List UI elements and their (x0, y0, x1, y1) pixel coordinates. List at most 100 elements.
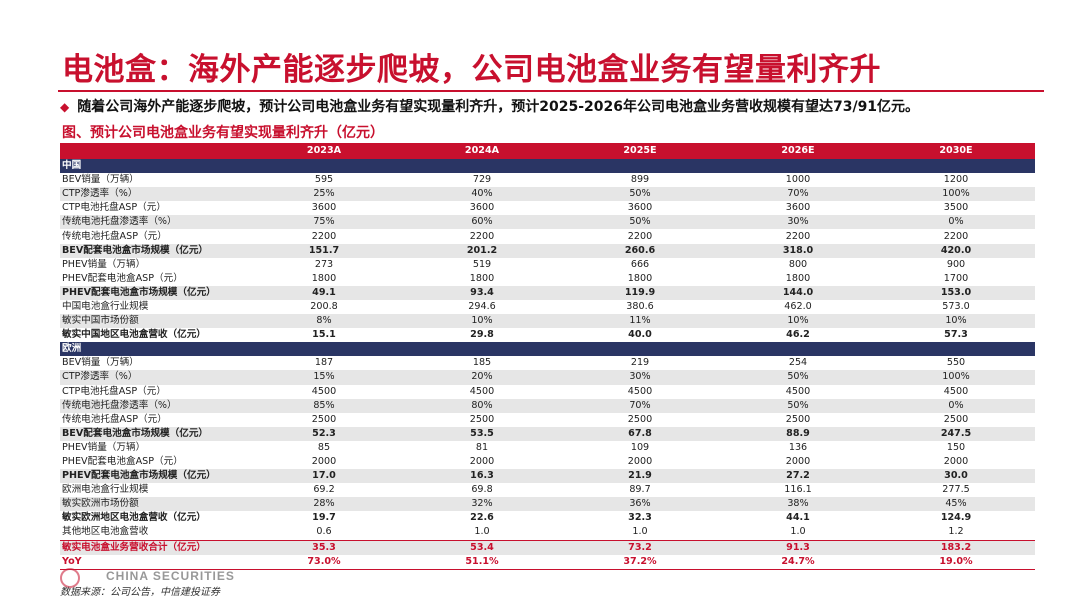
value-cell: 1.0 (632, 526, 648, 538)
value-cell: 277.5 (942, 484, 970, 496)
value-cell: 3600 (311, 202, 337, 214)
value-cell: 81 (475, 441, 489, 453)
value-cell: 899 (630, 174, 650, 186)
value-cell: 57.3 (944, 329, 968, 341)
value-cell: 2200 (627, 230, 653, 242)
value-cell: 2200 (785, 230, 811, 242)
value-cell: 2500 (943, 413, 969, 425)
value-cell: 4500 (627, 385, 653, 397)
value-cell: 595 (314, 174, 334, 186)
value-cell: 2000 (469, 456, 495, 468)
value-cell: 28% (245, 497, 403, 512)
value-cell: 0% (877, 398, 1035, 413)
table-row: PHEV销量（万辆） 273 519 666 800 900 (60, 258, 1035, 272)
value-cell: 3500 (943, 202, 969, 214)
table-row: 敏实中国地区电池盒营收（亿元） 15.1 29.8 40.0 46.2 57.3 (60, 328, 1035, 342)
row-label: BEV配套电池盒市场规模（亿元） (60, 243, 245, 258)
table-row: BEV销量（万辆） 595 729 899 1000 1200 (60, 173, 1035, 187)
value-cell: 2500 (627, 413, 653, 425)
value-cell: 2000 (627, 456, 653, 468)
header-2026e: 2026E (719, 143, 877, 159)
row-label: 中国电池盒行业规模 (62, 300, 149, 312)
value-cell: 27.2 (719, 469, 877, 484)
value-cell: 10% (403, 314, 561, 329)
table-row: BEV销量（万辆） 187 185 219 254 550 (60, 356, 1035, 370)
value-cell: 247.5 (877, 426, 1035, 441)
value-cell: 22.6 (470, 512, 494, 524)
value-cell: 16.3 (403, 469, 561, 484)
value-cell: 187 (314, 357, 334, 369)
value-cell: 1.2 (948, 526, 964, 538)
value-cell: 44.1 (786, 512, 810, 524)
value-cell: 19.7 (312, 512, 336, 524)
value-cell: 1.0 (474, 526, 490, 538)
value-cell: 10% (719, 314, 877, 329)
value-cell: 1800 (311, 272, 337, 284)
value-cell: 420.0 (877, 243, 1035, 258)
value-cell: 38% (719, 497, 877, 512)
value-cell: 573.0 (942, 300, 970, 312)
value-cell: 50% (719, 370, 877, 385)
table-row: CTP渗透率（%） 15% 20% 30% 50% 100% (60, 370, 1035, 385)
row-label: 敏实电池盒业务营收合计（亿元） (60, 539, 245, 555)
value-cell: 60% (403, 215, 561, 230)
value-cell: 260.6 (561, 243, 719, 258)
value-cell: 67.8 (561, 426, 719, 441)
value-cell: 3600 (469, 202, 495, 214)
row-label: 敏实欧洲市场份额 (60, 497, 245, 512)
value-cell: 1700 (943, 272, 969, 284)
table-row: YoY 73.0% 51.1% 37.2% 24.7% 19.0% (60, 554, 1035, 570)
value-cell: 151.7 (245, 243, 403, 258)
table-row: PHEV销量（万辆） 85 81 109 136 150 (60, 441, 1035, 455)
header-2023a: 2023A (245, 143, 403, 159)
value-cell: 30.0 (877, 469, 1035, 484)
value-cell: 4500 (469, 385, 495, 397)
table-row: 传统电池托盘渗透率（%） 75% 60% 50% 30% 0% (60, 215, 1035, 230)
value-cell: 519 (472, 258, 492, 270)
value-cell: 254 (788, 357, 808, 369)
row-label: 敏实中国市场份额 (60, 314, 245, 329)
value-cell: 153.0 (877, 285, 1035, 300)
value-cell: 80% (403, 398, 561, 413)
table-row: PHEV配套电池盒ASP（元） 1800 1800 1800 1800 1700 (60, 272, 1035, 286)
header-label-cell (60, 143, 245, 159)
value-cell: 89.7 (629, 484, 651, 496)
header-2030e: 2030E (877, 143, 1035, 159)
value-cell: 10% (877, 314, 1035, 329)
row-label: PHEV配套电池盒ASP（元） (62, 456, 183, 468)
china-securities-logo: CHINA SECURITIES (60, 567, 240, 588)
row-label: BEV销量（万辆） (62, 357, 139, 369)
value-cell: 183.2 (877, 539, 1035, 555)
row-label: 传统电池托盘渗透率（%） (60, 398, 245, 413)
value-cell: 150 (946, 441, 966, 453)
value-cell: 49.1 (245, 285, 403, 300)
row-label: YoY (60, 554, 245, 570)
summary-text: 随着公司海外产能逐步爬坡，预计公司电池盒业务有望实现量利齐升，预计2025-20… (77, 99, 920, 115)
value-cell: 1200 (943, 174, 969, 186)
value-cell: 1.0 (790, 526, 806, 538)
row-label: PHEV配套电池盒市场规模（亿元） (60, 469, 245, 484)
value-cell: 25% (245, 187, 403, 202)
table-header-row: 2023A 2024A 2025E 2026E 2030E (60, 143, 1035, 159)
value-cell: 116.1 (784, 484, 812, 496)
value-cell: 550 (946, 357, 966, 369)
value-cell: 29.8 (470, 329, 494, 341)
table-row: 传统电池托盘ASP（元） 2500 2500 2500 2500 2500 (60, 413, 1035, 427)
diamond-bullet-icon: ◆ (60, 100, 70, 114)
row-label: 传统电池托盘渗透率（%） (60, 215, 245, 230)
value-cell: 19.0% (877, 554, 1035, 570)
value-cell: 119.9 (561, 285, 719, 300)
value-cell: 50% (561, 215, 719, 230)
value-cell: 380.6 (626, 300, 654, 312)
value-cell: 900 (946, 258, 966, 270)
row-label: 传统电池托盘ASP（元） (62, 413, 167, 425)
value-cell: 30% (719, 215, 877, 230)
value-cell: 30% (561, 370, 719, 385)
value-cell: 46.2 (786, 329, 810, 341)
logo-circle-icon (60, 568, 80, 588)
row-label: 传统电池托盘ASP（元） (62, 230, 167, 242)
value-cell: 32% (403, 497, 561, 512)
row-label: 欧洲电池盒行业规模 (62, 484, 149, 496)
table-row: 中国电池盒行业规模 200.8 294.6 380.6 462.0 573.0 (60, 300, 1035, 314)
logo-text: CHINA SECURITIES (106, 569, 235, 583)
